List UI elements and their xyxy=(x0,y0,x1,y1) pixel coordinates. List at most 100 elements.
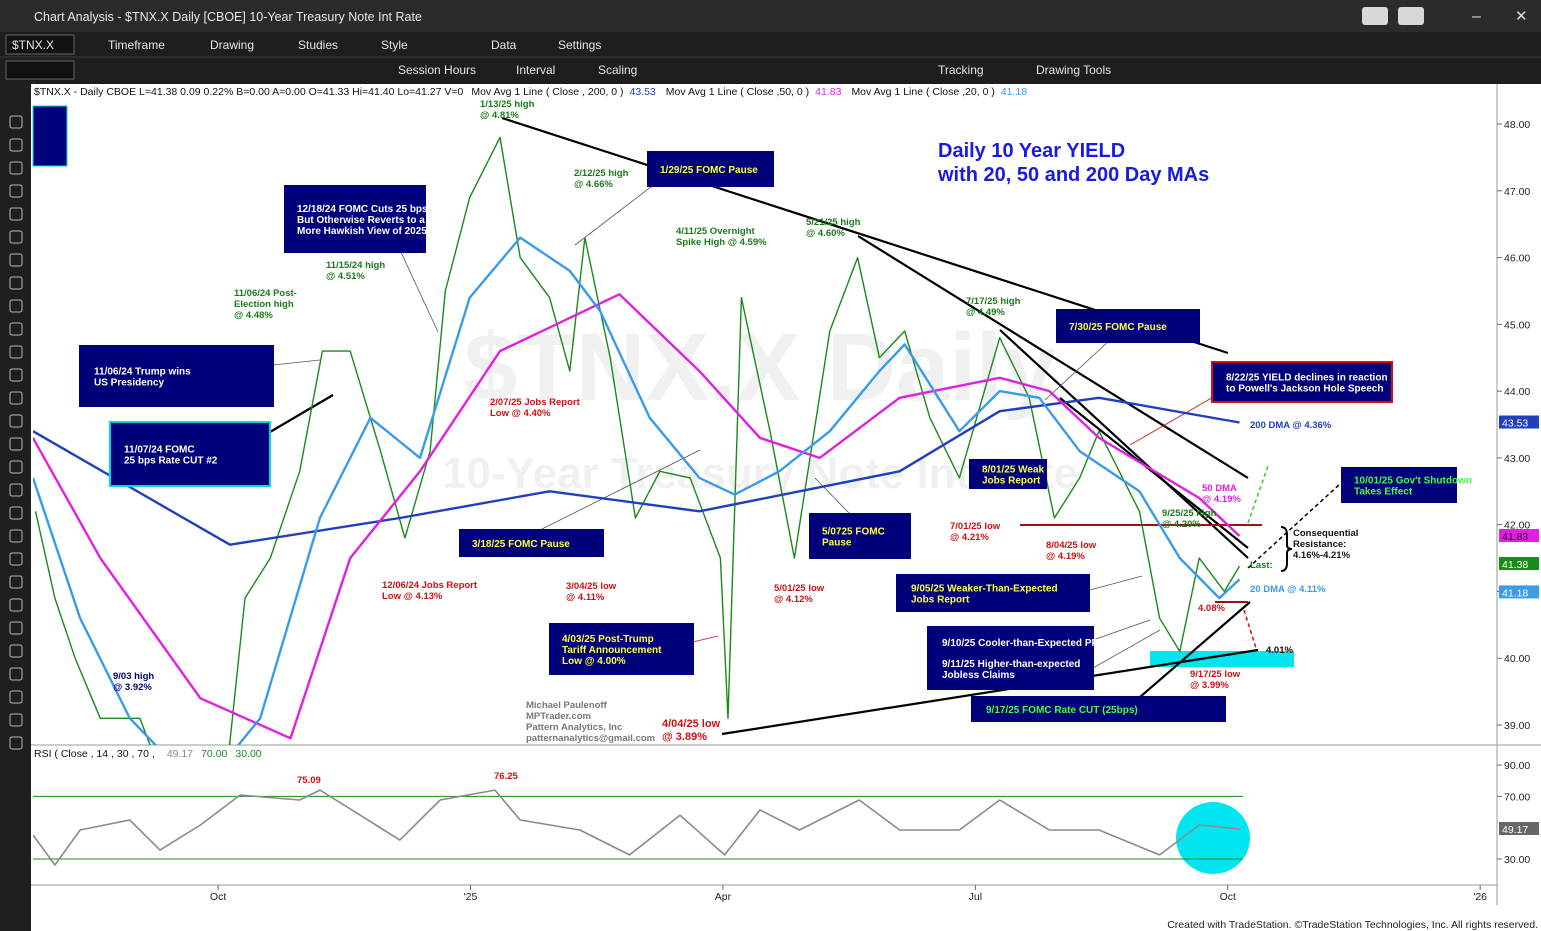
annotation-text: 1/13/25 high xyxy=(480,99,535,110)
tool-icon[interactable] xyxy=(9,115,23,129)
tool-icon[interactable] xyxy=(9,161,23,175)
trend-line xyxy=(721,648,1259,736)
annotation-text: 3/04/25 low xyxy=(566,581,617,592)
annotation-text: Jobs Report xyxy=(911,595,970,606)
annotation-text: Election high xyxy=(234,299,294,310)
toolbar-button[interactable]: Settings xyxy=(558,38,601,52)
tool-icon[interactable] xyxy=(9,713,23,727)
annotation-text: Pause xyxy=(822,538,852,549)
tool-icon[interactable] xyxy=(9,552,23,566)
annotation-text: 76.25 xyxy=(494,771,518,782)
tool-icon[interactable] xyxy=(9,414,23,428)
annotation-box xyxy=(1341,467,1457,503)
y-tick-label: 46.00 xyxy=(1504,253,1530,265)
x-tick-label: '26 xyxy=(1473,891,1487,903)
annotation-text: 1/29/25 FOMC Pause xyxy=(660,165,758,176)
tool-icon[interactable] xyxy=(9,483,23,497)
annotation-box xyxy=(79,345,274,407)
footer: Created with TradeStation. ©TradeStation… xyxy=(1167,919,1538,931)
projection xyxy=(1247,465,1269,524)
annotation-text: 7/17/25 high xyxy=(966,296,1021,307)
series-line xyxy=(33,293,1241,740)
legend-box xyxy=(32,105,68,167)
annotation-text: 4/03/25 Post-Trump xyxy=(562,634,654,645)
toolbar-button[interactable]: Tracking xyxy=(938,63,984,77)
annotation-text: Last: xyxy=(1250,560,1273,571)
tool-icon[interactable] xyxy=(9,621,23,635)
toolbar-button[interactable]: $TNX.X xyxy=(12,38,54,52)
rsi-level-label: 30.00 xyxy=(235,748,261,760)
toolbar-button[interactable]: Data xyxy=(491,38,517,52)
y-tick-label: 45.00 xyxy=(1504,319,1530,331)
callout xyxy=(272,359,321,366)
annotation-text: @ 4.12% xyxy=(774,594,813,605)
toolbar-button[interactable]: Style xyxy=(381,38,408,52)
tool-icon[interactable] xyxy=(9,345,23,359)
tool-icon[interactable] xyxy=(9,368,23,382)
tool-icon[interactable] xyxy=(9,299,23,313)
annotation-box xyxy=(971,696,1226,722)
interval-box[interactable] xyxy=(5,60,75,80)
toolbar-button[interactable]: Studies xyxy=(298,38,338,52)
y-tick-label: 43.00 xyxy=(1504,453,1530,465)
tool-icon[interactable] xyxy=(9,138,23,152)
tool-icon[interactable] xyxy=(9,391,23,405)
last-value-label: 41.38 xyxy=(1502,559,1528,571)
annotation-text: @ 3.89% xyxy=(662,731,707,743)
last-value-box xyxy=(1499,557,1539,571)
tool-icon[interactable] xyxy=(9,575,23,589)
minimize-button[interactable]: – xyxy=(1472,8,1481,25)
tool-icon[interactable] xyxy=(9,184,23,198)
tool-icon[interactable] xyxy=(9,230,23,244)
annotation-text: Low @ 4.13% xyxy=(382,591,443,602)
tool-icon[interactable] xyxy=(9,322,23,336)
annotation-text: @ 4.21% xyxy=(950,532,989,543)
last-value-box xyxy=(1499,415,1539,429)
symbol-box[interactable] xyxy=(5,34,75,55)
callout xyxy=(1089,575,1143,591)
tool-icon[interactable] xyxy=(9,207,23,221)
callout xyxy=(1092,619,1151,641)
trend-line xyxy=(269,394,334,433)
close-button[interactable]: ✕ xyxy=(1515,8,1528,25)
rsi-level-label: 70.00 xyxy=(201,748,227,760)
annotation-box xyxy=(1211,361,1393,403)
tool-icon[interactable] xyxy=(9,253,23,267)
annotation-box xyxy=(109,421,271,487)
trend-line xyxy=(1059,397,1249,549)
annotation-text: 7/30/25 FOMC Pause xyxy=(1069,322,1167,333)
toolbar-button[interactable]: Timeframe xyxy=(108,38,165,52)
annotation-text: Jobless Claims xyxy=(942,670,1015,681)
window-button[interactable] xyxy=(1398,7,1424,25)
toolbar-button[interactable]: Session Hours xyxy=(398,63,476,77)
annotation-text: Jobs Report xyxy=(982,476,1041,487)
tool-icon[interactable] xyxy=(9,506,23,520)
tool-icon[interactable] xyxy=(9,667,23,681)
tool-icon[interactable] xyxy=(9,460,23,474)
annotation-text: @ 4.19% xyxy=(1202,494,1241,505)
ma-name: Mov Avg 1 Line ( Close , 200, 0 ) xyxy=(471,86,623,98)
last-value-label: 41.83 xyxy=(1502,531,1528,543)
tool-icon[interactable] xyxy=(9,437,23,451)
x-tick-label: Oct xyxy=(1220,891,1236,903)
annotation-text: 2/07/25 Jobs Report xyxy=(490,397,581,408)
toolbar-button[interactable]: Interval xyxy=(516,63,555,77)
annotation-text: @ 4.81% xyxy=(480,110,519,121)
annotation-text: 8/01/25 Weak xyxy=(982,465,1045,476)
left-icons xyxy=(9,115,23,750)
annotation-text: 9/11/25 Higher-than-expected xyxy=(942,659,1080,670)
series-line xyxy=(33,789,1240,866)
toolbar-button[interactable]: Drawing xyxy=(210,38,254,52)
annotation-text: to Powell's Jackson Hole Speech xyxy=(1226,384,1383,395)
tool-icon[interactable] xyxy=(9,644,23,658)
toolbar-button[interactable]: Scaling xyxy=(598,63,637,77)
tool-icon[interactable] xyxy=(9,276,23,290)
toolbar-button[interactable]: Drawing Tools xyxy=(1036,63,1111,77)
brace xyxy=(1280,526,1293,572)
tool-icon[interactable] xyxy=(9,529,23,543)
tool-icon[interactable] xyxy=(9,736,23,750)
tool-icon[interactable] xyxy=(9,690,23,704)
tool-icon[interactable] xyxy=(9,598,23,612)
last-value-label: 43.53 xyxy=(1502,418,1528,430)
symbol-button[interactable] xyxy=(1362,7,1388,25)
